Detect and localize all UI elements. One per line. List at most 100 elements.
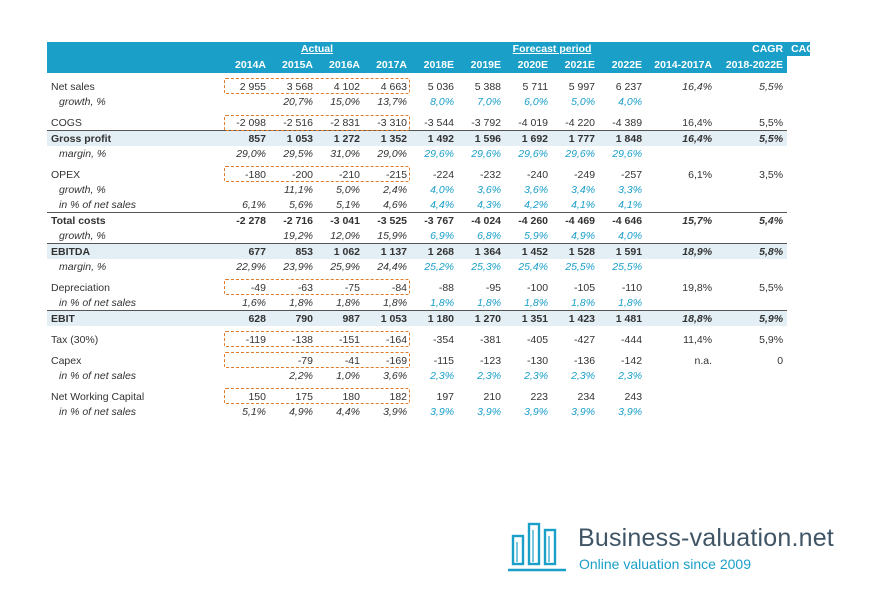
header-year: 2020E: [505, 56, 553, 73]
table-cell: -405: [527, 333, 549, 346]
table-cell: -164: [386, 333, 408, 346]
table-cell: -169: [386, 354, 408, 367]
table-cell: -215: [386, 168, 408, 181]
table-cell: 25,5%: [612, 260, 643, 273]
table-cell: 3,3%: [618, 183, 643, 196]
table-cell: 1 452: [505, 243, 553, 259]
header-blank: [47, 42, 223, 56]
table-row: Net sales 2 955 3 568 4 102 4 663 5 036 5 388 5…: [47, 73, 810, 94]
table-cell: -3 525: [364, 212, 412, 228]
cagr-cell: [716, 404, 787, 419]
cagr-cell: [646, 146, 716, 161]
table-cell: 6,8%: [477, 229, 502, 242]
table-cell: -249: [574, 168, 596, 181]
table-cell: 5,0%: [571, 95, 596, 108]
table-cell: 7,0%: [477, 95, 502, 108]
table-cell: 20,7%: [283, 95, 313, 108]
table-cell: -4 389: [612, 116, 643, 129]
table-cell: -2 098: [236, 116, 266, 129]
table-cell: 1 777: [552, 130, 600, 146]
header-cagr1-top: CAGR: [716, 42, 788, 56]
table-cell: -100: [527, 281, 549, 294]
table-cell: 8,0%: [430, 95, 455, 108]
business-valuation-logo: Business-valuation.net Online valuation …: [508, 518, 868, 578]
table-cell: -224: [433, 168, 455, 181]
table-cell: 5 997: [568, 80, 596, 93]
table-cell: 1 062: [317, 243, 364, 259]
table-cell: -240: [527, 168, 549, 181]
table-cell: 3,4%: [571, 183, 596, 196]
header-year: 2021E: [552, 56, 600, 73]
table-cell: 5 711: [522, 80, 549, 93]
row-label: EBITDA: [47, 243, 223, 259]
table-cell: 4,9%: [289, 405, 313, 418]
table-cell: 1 591: [599, 243, 647, 259]
table-cell: 15,9%: [377, 229, 408, 242]
row-label: in % of net sales: [59, 198, 137, 211]
table-cell: -84: [391, 281, 408, 294]
cagr-cell: [716, 368, 787, 383]
row-label: Total costs: [47, 212, 223, 228]
table-row: in % of net sales 2,2% 1,0% 3,6% 2,3% 2,3% 2,3…: [47, 368, 810, 383]
financial-table-wrapper: Actual Forecast period CAGR CAGR 2014A 2…: [47, 42, 822, 419]
table-cell: -41: [344, 354, 360, 367]
table-cell: -119: [245, 333, 266, 346]
table-cell: -4 019: [518, 116, 549, 129]
table-cell: -3 544: [424, 116, 455, 129]
table-cell: -381: [480, 333, 502, 346]
cagr-cell: [646, 368, 716, 383]
table-cell: 4,1%: [618, 198, 643, 211]
table-cell: [223, 228, 270, 244]
bar-chart-logo-icon: [508, 522, 566, 572]
row-label: margin, %: [59, 260, 107, 273]
table-cell: 175: [295, 390, 313, 403]
table-cell: 5,1%: [242, 405, 266, 418]
table-cell: -2 831: [330, 116, 360, 129]
table-cell: 1,8%: [524, 296, 549, 309]
cagr-cell: 18,9%: [646, 243, 717, 259]
table-cell: 3 568: [286, 80, 313, 93]
table-row: in % of net sales 6,1% 5,6% 5,1% 4,6% 4,4% 4,3…: [47, 197, 810, 213]
table-cell: -180: [244, 168, 266, 181]
table-cell: 3,6%: [477, 183, 502, 196]
table-cell: 29,6%: [565, 147, 596, 160]
cagr-cell: 6,1%: [688, 168, 713, 181]
table-cell: -232: [480, 168, 502, 181]
table-cell: [223, 94, 270, 109]
table-cell: 1,8%: [618, 296, 643, 309]
table-cell: -3 041: [317, 212, 364, 228]
table-cell: 6,1%: [242, 198, 266, 211]
table-cell: 2,2%: [289, 369, 313, 382]
logo-tagline-text: Online valuation since 2009: [579, 556, 752, 572]
cagr-cell: 5,5%: [716, 130, 788, 146]
header-row-groups: Actual Forecast period CAGR CAGR: [47, 42, 822, 56]
row-label: in % of net sales: [59, 405, 137, 418]
table-cell: 2,3%: [618, 369, 643, 382]
table-cell: 23,9%: [283, 260, 313, 273]
table-row: OPEX -180 -200 -210 -215 -224 -232 -240 -249 -257…: [47, 161, 810, 182]
table-row: Gross profit 857 1 053 1 272 1 352 1 492 1 596…: [47, 130, 810, 146]
table-cell: 857: [223, 130, 270, 146]
table-row: growth, % 20,7% 15,0% 13,7% 8,0% 7,0% 6,0% 5,0%…: [47, 94, 810, 109]
table-cell: -95: [485, 281, 502, 294]
table-row: Depreciation -49 -63 -75 -84 -88 -95 -100 -105 -1…: [47, 274, 810, 295]
table-cell: 24,4%: [377, 260, 408, 273]
cagr-cell: [716, 197, 787, 213]
header-year: 2018E: [411, 56, 459, 73]
table-cell: 1 528: [552, 243, 600, 259]
table-cell: -4 024: [458, 212, 506, 228]
cagr-cell: [716, 182, 787, 197]
cagr-cell: 5,5%: [759, 80, 784, 93]
cagr-cell: [646, 404, 716, 419]
header-blank-2018: [411, 42, 459, 56]
table-cell: 234: [577, 390, 596, 403]
cagr-cell: [646, 228, 716, 244]
table-cell: 1 268: [411, 243, 459, 259]
table-row: margin, % 29,0% 29,5% 31,0% 29,0% 29,6% 29,6% 2…: [47, 146, 810, 161]
table-cell: 1,8%: [289, 296, 313, 309]
table-cell: 5,1%: [336, 198, 360, 211]
table-cell: 6 237: [615, 80, 643, 93]
cagr-cell: [646, 383, 716, 404]
table-cell: 2,3%: [430, 369, 455, 382]
table-cell: 29,0%: [236, 147, 266, 160]
